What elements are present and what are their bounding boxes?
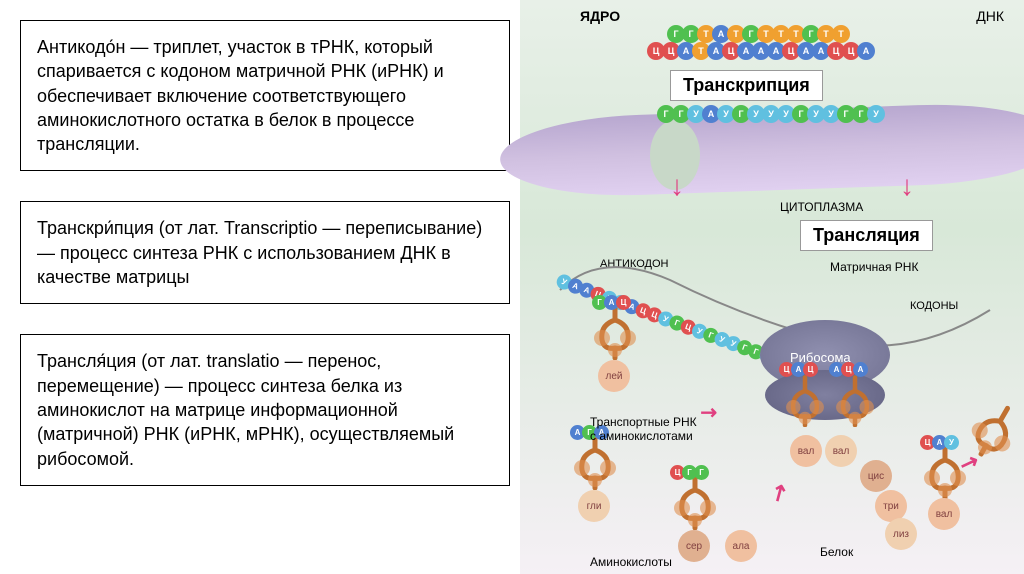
trna [783,373,828,427]
definition-translation: Трансля́ция (от лат. translatio — перено… [20,334,510,485]
amino-acid: ала [725,530,757,562]
triplet: ЦАЦ [782,362,818,377]
label-dna: ДНК [976,8,1004,24]
amino-acid: вал [825,435,857,467]
amino-acid: лей [598,360,630,392]
amino-acid: сер [678,530,710,562]
amino-acid: гли [578,490,610,522]
label-trna: Транспортные РНК с аминокислотами [590,415,697,443]
amino-acid: вал [790,435,822,467]
label-protein: Белок [820,545,853,559]
trna [833,373,878,427]
triplet: АЦА [832,362,868,377]
title-translation: Трансляция [800,220,933,251]
label-aminoacids: Аминокислоты [590,555,672,569]
title-transcription: Транскрипция [670,70,823,101]
amino-acid: цис [860,460,892,492]
dna-strand-top: ГГТАТГТТТГТТ [670,25,850,43]
arrow-icon: ↗ [765,477,794,509]
amino-acid: лиз [885,518,917,550]
triplet: ЦАУ [923,435,959,450]
label-cytoplasm: ЦИТОПЛАЗМА [780,200,863,214]
mrna-strand-nucleus: ГГУАУГУУУГУУГГУ [660,105,885,123]
arrow-icon: ↓ [900,170,914,202]
amino-acid: вал [928,498,960,530]
definition-transcription: Транскри́пция (от лат. Transcriptio — пе… [20,201,510,304]
diagram: ЯДРО ДНК ГГТАТГТТТГТТ ЦЦАТАЦАААЦААЦЦА Тр… [520,0,1024,574]
triplet: ГАЦ [595,295,631,310]
arrow-icon: ↓ [670,170,684,202]
dna-strand-bottom: ЦЦАТАЦАААЦААЦЦА [650,42,875,60]
triplet: ЦГГ [673,465,709,480]
definition-anticodon: Антикодо́н — триплет, участок в тРНК, ко… [20,20,510,171]
label-nucleus: ЯДРО [580,8,620,24]
